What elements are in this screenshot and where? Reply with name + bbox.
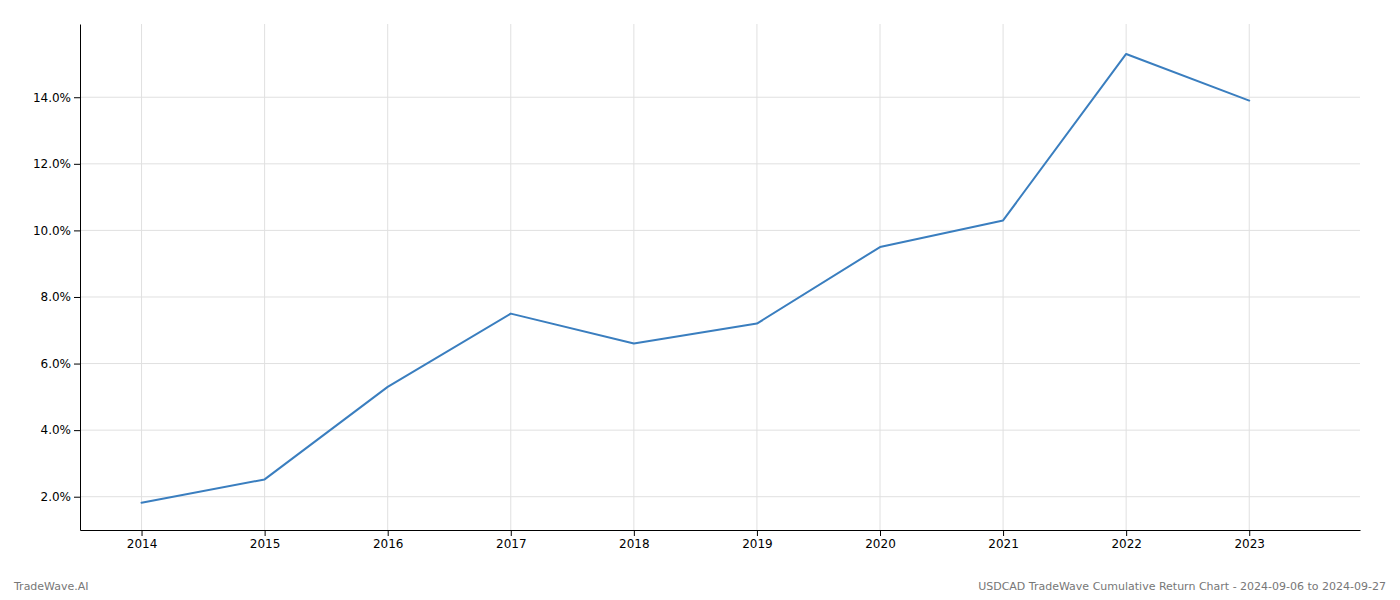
- grid-line-y: [80, 163, 1360, 164]
- grid-line-y: [80, 496, 1360, 497]
- tick-label: 2017: [496, 537, 527, 551]
- marks: [142, 54, 1250, 503]
- tick-mark: [1003, 530, 1004, 536]
- tick: 6.0%: [41, 357, 81, 371]
- tick-label: 4.0%: [41, 423, 72, 437]
- tick: 2023: [1234, 530, 1265, 551]
- grid-line-y: [80, 430, 1360, 431]
- grid-line-x: [387, 24, 388, 530]
- tick: 2017: [496, 530, 527, 551]
- tick: 10.0%: [33, 224, 80, 238]
- tick: 2019: [742, 530, 773, 551]
- tick: 2018: [619, 530, 650, 551]
- tick-mark: [142, 530, 143, 536]
- tick-mark: [634, 530, 635, 536]
- tick-label: 2019: [742, 537, 773, 551]
- grid-line-x: [756, 24, 757, 530]
- grid-line-x: [264, 24, 265, 530]
- tick: 14.0%: [33, 91, 80, 105]
- tick-mark: [511, 530, 512, 536]
- grid-line-y: [80, 230, 1360, 231]
- grid-line-x: [880, 24, 881, 530]
- tick-mark: [74, 364, 80, 365]
- tick-label: 2.0%: [41, 490, 72, 504]
- tick-label: 2015: [250, 537, 281, 551]
- tick: 2020: [865, 530, 896, 551]
- tick-mark: [265, 530, 266, 536]
- tick-label: 2020: [865, 537, 896, 551]
- tick: 8.0%: [41, 290, 81, 304]
- axis-line: [81, 530, 1361, 531]
- tick: 4.0%: [41, 423, 81, 437]
- tick-label: 2023: [1234, 537, 1265, 551]
- tick-label: 12.0%: [33, 157, 71, 171]
- tick-mark: [388, 530, 389, 536]
- tick-label: 6.0%: [41, 357, 72, 371]
- tick: 2021: [988, 530, 1019, 551]
- tick-label: 2022: [1111, 537, 1142, 551]
- x-axis: 2014 2015 2016 2017 2018 2019 2020 2021 2022 2023: [81, 530, 1361, 551]
- chart-container: 2014 2015 2016 2017 2018 2019 2020 2021 2022 2023…: [0, 0, 1400, 600]
- grid-line-x: [1003, 24, 1004, 530]
- data-line: [142, 54, 1250, 503]
- tick-mark: [1126, 530, 1127, 536]
- tick-label: 2014: [127, 537, 158, 551]
- footer-right: USDCAD TradeWave Cumulative Return Chart…: [978, 580, 1386, 593]
- grid-line-x: [510, 24, 511, 530]
- grid-line-x: [141, 24, 142, 530]
- grid-line-x: [1126, 24, 1127, 530]
- tick-mark: [74, 497, 80, 498]
- footer-left: TradeWave.AI: [13, 580, 89, 593]
- grid-line-y: [80, 296, 1360, 297]
- tick-mark: [74, 430, 80, 431]
- grid-line-x: [633, 24, 634, 530]
- tick-mark: [880, 530, 881, 536]
- tick: 2014: [127, 530, 158, 551]
- tick: 2022: [1111, 530, 1142, 551]
- tick-label: 2021: [988, 537, 1019, 551]
- tick-mark: [74, 97, 80, 98]
- tick-mark: [757, 530, 758, 536]
- tick-mark: [1249, 530, 1250, 536]
- tick: 2016: [373, 530, 404, 551]
- chart-svg: 2014 2015 2016 2017 2018 2019 2020 2021 2022 2023…: [0, 0, 1400, 600]
- tick-label: 8.0%: [41, 290, 72, 304]
- grid-line-y: [80, 363, 1360, 364]
- plot: 2014 2015 2016 2017 2018 2019 2020 2021 2022 2023…: [33, 24, 1361, 551]
- grid-line-y: [80, 97, 1360, 98]
- y-axis: 2.0% 4.0% 6.0% 8.0% 10.0% 12.0% 14.0%: [33, 25, 81, 531]
- tick-label: 2016: [373, 537, 404, 551]
- tick-label: 10.0%: [33, 224, 71, 238]
- tick: 2015: [250, 530, 281, 551]
- grid: [80, 24, 1360, 530]
- tick-mark: [74, 164, 80, 165]
- tick: 12.0%: [33, 157, 80, 171]
- tick-label: 14.0%: [33, 91, 71, 105]
- tick: 2.0%: [41, 490, 81, 504]
- tick-mark: [74, 297, 80, 298]
- tick-mark: [74, 230, 80, 231]
- axis-line: [80, 25, 81, 531]
- tick-label: 2018: [619, 537, 650, 551]
